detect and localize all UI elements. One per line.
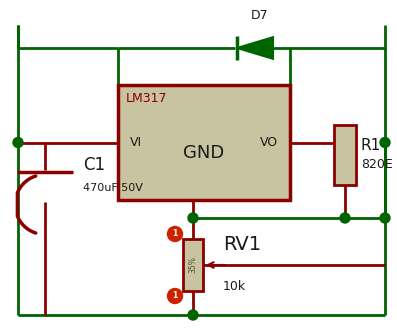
Bar: [183, 239, 203, 291]
Circle shape: [380, 213, 390, 223]
Circle shape: [188, 310, 198, 320]
Circle shape: [13, 137, 23, 147]
Text: 1: 1: [172, 291, 177, 300]
Text: C1: C1: [83, 156, 105, 174]
Text: 10k: 10k: [223, 281, 246, 293]
Text: 1: 1: [172, 229, 177, 238]
Bar: [334, 125, 356, 185]
Circle shape: [380, 137, 390, 147]
Text: GND: GND: [183, 143, 225, 161]
Text: VI: VI: [130, 136, 142, 149]
Circle shape: [340, 213, 350, 223]
Circle shape: [168, 289, 183, 303]
Text: D7: D7: [251, 9, 269, 22]
Polygon shape: [237, 37, 273, 59]
Text: 470uF 50V: 470uF 50V: [83, 183, 143, 193]
Circle shape: [168, 226, 183, 241]
Text: R1: R1: [361, 137, 381, 152]
Text: 35%: 35%: [189, 257, 197, 274]
Text: 820E: 820E: [361, 158, 393, 172]
Bar: [118, 85, 290, 200]
Text: RV1: RV1: [223, 235, 261, 255]
Circle shape: [188, 213, 198, 223]
Text: VO: VO: [260, 136, 278, 149]
Text: LM317: LM317: [126, 93, 168, 106]
